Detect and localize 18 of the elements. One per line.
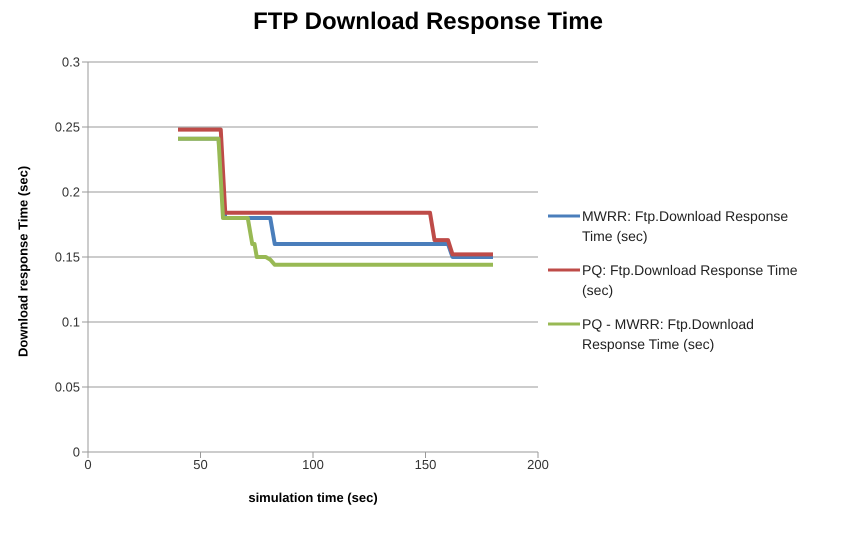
y-tick-label: 0.3 xyxy=(62,54,80,70)
y-tick-label: 0.2 xyxy=(62,184,80,200)
y-tick-label: 0.25 xyxy=(54,120,80,135)
x-tick-label: 0 xyxy=(84,457,92,472)
y-tick-label: 0.1 xyxy=(62,314,80,330)
y-tick-label: 0.05 xyxy=(54,380,80,395)
x-axis-title: simulation time (sec) xyxy=(248,490,378,505)
y-axis-title: Download response Time (sec) xyxy=(16,166,31,357)
legend-label: MWRR: Ftp.Download Response Time (sec) xyxy=(582,207,790,246)
x-tick-label: 150 xyxy=(414,457,436,472)
x-tick-label: 200 xyxy=(527,457,549,472)
y-tick-label: 0.15 xyxy=(54,250,80,265)
legend-label: PQ: Ftp.Download Response Time (sec) xyxy=(582,261,799,300)
legend-label: PQ - MWRR: Ftp.Download Response Time (sec) xyxy=(582,315,755,354)
x-tick-label: 100 xyxy=(302,457,324,472)
x-tick-label: 50 xyxy=(193,457,208,472)
y-tick-label: 0 xyxy=(72,444,80,460)
chart-title: FTP Download Response Time xyxy=(252,8,604,37)
